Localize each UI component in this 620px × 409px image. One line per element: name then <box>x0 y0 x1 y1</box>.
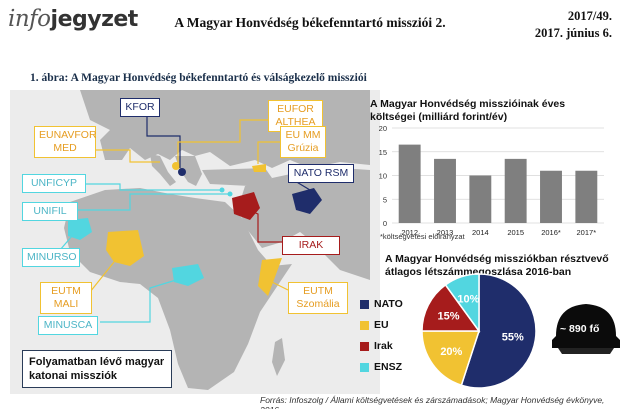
infojegyzet-logo: infojegyzet <box>8 6 138 32</box>
kosovo-marker <box>178 168 186 176</box>
source-note: Forrás: Infoszolg / Állami költségvetése… <box>260 395 605 409</box>
pie-chart-title: A Magyar Honvédség missziókban résztvevő… <box>385 253 609 278</box>
legend-swatch-eu <box>360 321 369 330</box>
eunavfor-med-label: EUNAVFOR MED <box>34 126 97 158</box>
legend-label-irak: Irak <box>374 340 393 352</box>
legend-label-eu: EU <box>374 319 389 331</box>
bosnia-marker <box>172 162 180 170</box>
bar-chart-title: A Magyar Honvédség misszióinak éves költ… <box>370 98 566 123</box>
helmet-icon <box>552 304 620 354</box>
minusca-label: MINUSCA <box>38 316 98 335</box>
legend-item-irak: Irak <box>360 340 403 361</box>
somalia-region <box>258 258 282 296</box>
figure-panel: KFOR EUFOR ALTHEA EUNAVFOR MED EU MM Grú… <box>10 90 620 394</box>
kfor-label: KFOR <box>120 98 160 117</box>
western-sahara-region <box>68 218 92 240</box>
unficyp-label: UNFICYP <box>22 174 86 193</box>
cyprus-marker <box>219 187 225 193</box>
iraq-region <box>232 192 260 220</box>
eumm-georgia-label: EU MM Grúzia <box>280 126 326 158</box>
legend-label-ensz: ENSZ <box>374 361 403 373</box>
document-number: 2017/49. <box>567 9 612 23</box>
bar-chart-note: *költségvetési előirányzat <box>380 232 465 241</box>
afghanistan-region <box>292 188 322 214</box>
nato-rsm-label: NATO RSM <box>288 164 354 183</box>
legend-label-nato: NATO <box>374 298 403 310</box>
document-date: 2017. június 6. <box>534 26 612 40</box>
logo-part-1: info <box>8 6 51 32</box>
logo-part-2: jegyzet <box>50 7 139 32</box>
legend-swatch-nato <box>360 300 369 309</box>
legend-item-eu: EU <box>360 319 403 340</box>
irak-label: IRAK <box>282 236 340 255</box>
document-title: A Magyar Honvédség békefenntartó misszió… <box>174 15 446 30</box>
legend-item-nato: NATO <box>360 298 403 319</box>
georgia-region <box>252 164 266 172</box>
legend-swatch-ensz <box>360 363 369 372</box>
legend-swatch-irak <box>360 342 369 351</box>
unifil-label: UNIFIL <box>22 202 78 221</box>
car-region <box>172 264 204 286</box>
pie-legend: NATO EU Irak ENSZ <box>360 298 403 382</box>
eutm-somalia-label: EUTM Szomália <box>288 282 348 314</box>
helmet-annotation: ~ 890 fő <box>560 323 600 335</box>
lebanon-marker <box>227 191 233 197</box>
eutm-mali-label: EUTM MALI <box>40 282 92 314</box>
legend-item-ensz: ENSZ <box>360 361 403 382</box>
document-number-date: 2017/49. 2017. június 6. <box>535 8 612 42</box>
mali-region <box>106 230 144 266</box>
figure-title: 1. ábra: A Magyar Honvédség békefenntart… <box>30 72 367 84</box>
minurso-label: MINURSO <box>22 248 80 267</box>
ongoing-missions-box: Folyamatban lévő magyar katonai missziók <box>22 350 172 388</box>
